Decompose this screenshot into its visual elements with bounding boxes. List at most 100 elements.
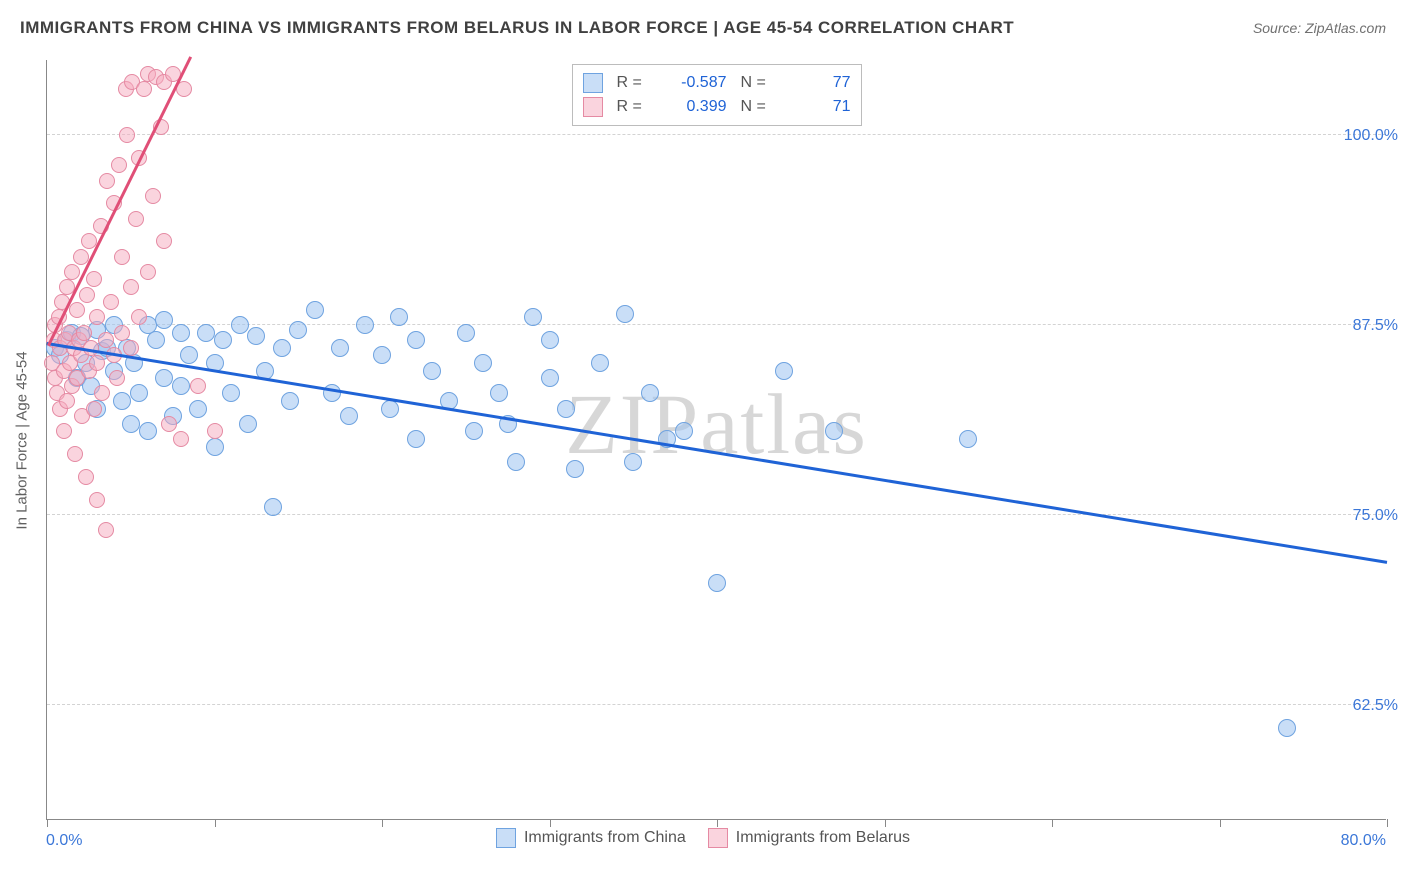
point-china xyxy=(524,308,542,326)
point-china xyxy=(775,362,793,380)
point-china xyxy=(373,346,391,364)
legend-r-value: 0.399 xyxy=(665,98,727,116)
point-china xyxy=(172,377,190,395)
point-china xyxy=(490,384,508,402)
chart-title: IMMIGRANTS FROM CHINA VS IMMIGRANTS FROM… xyxy=(20,18,1014,38)
point-china xyxy=(390,308,408,326)
point-china xyxy=(172,324,190,342)
legend-swatch xyxy=(583,97,603,117)
legend-series: Immigrants from China Immigrants from Bel… xyxy=(0,828,1406,848)
point-china xyxy=(340,407,358,425)
point-china xyxy=(130,384,148,402)
legend-correlation-row: R =-0.587N =77 xyxy=(583,71,851,95)
source-text: Source: ZipAtlas.com xyxy=(1253,20,1386,36)
point-belarus xyxy=(156,233,172,249)
point-china xyxy=(197,324,215,342)
point-china xyxy=(507,453,525,471)
point-china xyxy=(675,422,693,440)
point-china xyxy=(206,438,224,456)
point-belarus xyxy=(94,385,110,401)
point-china xyxy=(239,415,257,433)
point-china xyxy=(407,331,425,349)
point-belarus xyxy=(76,325,92,341)
point-china xyxy=(407,430,425,448)
watermark: ZIPatlas xyxy=(565,374,868,474)
point-china xyxy=(113,392,131,410)
point-china xyxy=(247,327,265,345)
point-china xyxy=(155,311,173,329)
point-belarus xyxy=(86,401,102,417)
plot-area: ZIPatlas R =-0.587N =77R = 0.399 N = 71 xyxy=(46,60,1386,820)
point-china xyxy=(306,301,324,319)
point-belarus xyxy=(123,279,139,295)
point-belarus xyxy=(89,492,105,508)
x-tick xyxy=(550,819,551,827)
point-china xyxy=(1278,719,1296,737)
point-belarus xyxy=(111,157,127,173)
x-tick xyxy=(1387,819,1388,827)
title-bar: IMMIGRANTS FROM CHINA VS IMMIGRANTS FROM… xyxy=(20,18,1386,38)
y-tick-label: 75.0% xyxy=(1353,507,1398,525)
legend-series-item: Immigrants from China xyxy=(496,828,686,848)
point-china xyxy=(557,400,575,418)
x-tick xyxy=(47,819,48,827)
point-belarus xyxy=(128,211,144,227)
gridline-horizontal xyxy=(47,514,1386,515)
point-china xyxy=(222,384,240,402)
point-belarus xyxy=(86,271,102,287)
point-china xyxy=(616,305,634,323)
y-axis-label: In Labor Force | Age 45-54 xyxy=(14,351,31,529)
legend-swatch xyxy=(708,828,728,848)
point-belarus xyxy=(161,416,177,432)
point-belarus xyxy=(67,446,83,462)
point-china xyxy=(189,400,207,418)
point-china xyxy=(155,369,173,387)
y-axis-label-container: In Labor Force | Age 45-54 xyxy=(12,60,32,820)
legend-n-value: 71 xyxy=(789,98,851,116)
point-belarus xyxy=(59,393,75,409)
point-belarus xyxy=(119,127,135,143)
point-china xyxy=(423,362,441,380)
point-belarus xyxy=(136,81,152,97)
x-tick xyxy=(1220,819,1221,827)
legend-swatch xyxy=(583,73,603,93)
point-belarus xyxy=(73,249,89,265)
point-belarus xyxy=(207,423,223,439)
legend-series-item: Immigrants from Belarus xyxy=(708,828,910,848)
legend-n-label: N = xyxy=(741,74,775,92)
point-china xyxy=(122,415,140,433)
x-tick xyxy=(382,819,383,827)
point-china xyxy=(591,354,609,372)
x-tick xyxy=(215,819,216,827)
y-tick-label: 62.5% xyxy=(1353,697,1398,715)
x-tick xyxy=(885,819,886,827)
point-belarus xyxy=(98,332,114,348)
point-belarus xyxy=(145,188,161,204)
legend-correlation-row: R =0.399N =71 xyxy=(583,95,851,119)
gridline-horizontal xyxy=(47,134,1386,135)
point-belarus xyxy=(99,173,115,189)
point-china xyxy=(825,422,843,440)
point-china xyxy=(273,339,291,357)
trendline-china xyxy=(47,342,1387,564)
y-tick-label: 87.5% xyxy=(1353,317,1398,335)
point-belarus xyxy=(114,325,130,341)
point-belarus xyxy=(89,355,105,371)
legend-r-label: R = xyxy=(617,74,651,92)
point-china xyxy=(139,422,157,440)
point-china xyxy=(214,331,232,349)
point-china xyxy=(465,422,483,440)
point-belarus xyxy=(69,302,85,318)
legend-series-label: Immigrants from China xyxy=(524,829,686,846)
point-china xyxy=(641,384,659,402)
point-china xyxy=(959,430,977,448)
legend-correlation-box: R =-0.587N =77R = 0.399 N = 71 xyxy=(572,64,862,126)
point-belarus xyxy=(109,370,125,386)
legend-n-label: N = xyxy=(741,98,775,116)
point-belarus xyxy=(103,294,119,310)
point-china xyxy=(708,574,726,592)
point-belarus xyxy=(78,469,94,485)
point-china xyxy=(541,331,559,349)
point-china xyxy=(147,331,165,349)
point-belarus xyxy=(190,378,206,394)
